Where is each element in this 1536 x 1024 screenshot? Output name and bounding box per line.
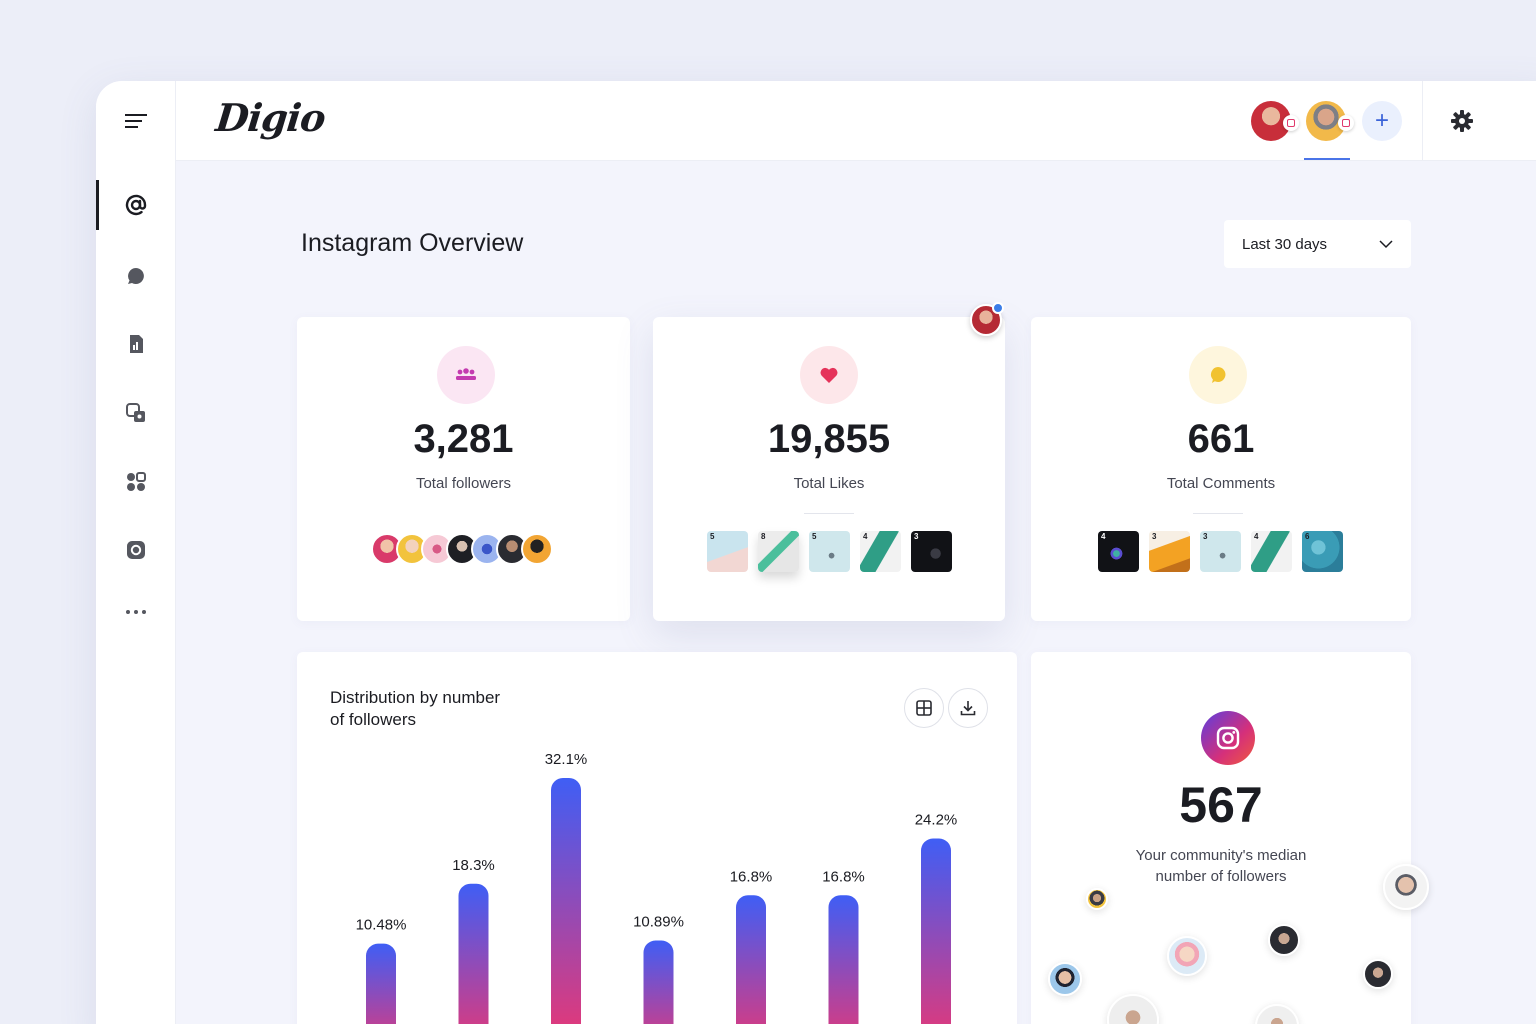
account-avatar-1[interactable] — [1251, 101, 1299, 141]
table-view-icon — [916, 700, 932, 716]
likes-value: 19,855 — [767, 417, 891, 461]
comments-value: 661 — [1187, 417, 1255, 461]
likes-card[interactable]: 19,855 Total Likes 5 8 5 4 3 — [653, 317, 1005, 621]
follower-avatar[interactable] — [1255, 1004, 1299, 1024]
commented-posts: 4 3 3 4 6 — [1098, 531, 1343, 572]
avatar[interactable] — [521, 533, 553, 565]
chart-bar[interactable] — [551, 778, 581, 1024]
post-thumbnail[interactable]: 5 — [809, 531, 850, 572]
bar-value-label: 24.2% — [915, 812, 958, 829]
post-thumbnail[interactable]: 6 — [1302, 531, 1343, 572]
active-account-indicator — [1304, 158, 1350, 160]
post-thumbnail[interactable]: 4 — [860, 531, 901, 572]
bar-value-label: 10.48% — [356, 917, 407, 934]
chart-bar[interactable] — [458, 883, 489, 1024]
follower-avatar[interactable] — [1167, 936, 1207, 976]
add-account-button[interactable]: + — [1362, 101, 1402, 141]
followers-label: Total followers — [415, 475, 512, 492]
date-range-select[interactable]: Last 30 days — [1224, 220, 1411, 268]
chart-title-line-1: Distribution by number — [330, 688, 501, 707]
instagram-badge-icon — [1338, 115, 1354, 131]
post-thumbnail[interactable]: 5 — [707, 531, 748, 572]
apps-grid-icon — [127, 472, 146, 491]
top-bar: Digio + — [176, 81, 1536, 161]
follower-avatar[interactable] — [1048, 962, 1082, 996]
sidebar-item-reports[interactable] — [96, 319, 176, 369]
distribution-card: Distribution by number of followers — [297, 652, 1017, 1024]
divider — [804, 513, 854, 514]
followers-card[interactable]: 3,281 Total followers — [297, 317, 630, 621]
bar-value-label: 18.3% — [452, 857, 495, 874]
people-icon — [437, 346, 495, 404]
post-thumbnail[interactable]: 3 — [911, 531, 952, 572]
post-thumbnail[interactable]: 3 — [1200, 531, 1241, 572]
notification-badge — [992, 302, 1004, 314]
comment-icon — [1189, 346, 1247, 404]
median-value: 567 — [1179, 777, 1263, 833]
chart-title-line-2: of followers — [330, 710, 416, 729]
settings-button[interactable] — [1446, 105, 1478, 137]
median-followers-card: 567 Your community's median number of fo… — [1031, 652, 1429, 1024]
menu-toggle-button[interactable] — [96, 96, 176, 146]
chart-title: Distribution by number of followers — [330, 687, 500, 731]
gear-icon — [1451, 110, 1473, 132]
more-dots-icon — [126, 610, 146, 614]
bar-value-label: 16.8% — [730, 868, 773, 885]
post-thumbnail[interactable]: 4 — [1251, 531, 1292, 572]
post-thumbnail[interactable]: 3 — [1149, 531, 1190, 572]
report-document-icon — [130, 335, 143, 353]
instagram-icon — [1201, 711, 1255, 765]
divider — [1193, 513, 1243, 514]
sidebar-item-messages[interactable] — [96, 251, 176, 301]
likes-label: Total Likes — [793, 475, 865, 492]
bar-value-label: 10.89% — [633, 914, 684, 931]
sidebar-item-apps[interactable] — [96, 457, 176, 507]
table-view-button[interactable] — [904, 688, 944, 728]
date-range-value: Last 30 days — [1242, 235, 1328, 253]
chart-bar[interactable] — [736, 895, 766, 1024]
app-logo[interactable]: Digio — [213, 95, 328, 140]
follower-avatar[interactable] — [1086, 888, 1108, 910]
follower-avatar[interactable] — [1107, 994, 1159, 1024]
follower-avatar[interactable] — [1268, 924, 1300, 956]
divider — [1422, 81, 1423, 161]
post-thumbnail[interactable]: 4 — [1098, 531, 1139, 572]
distribution-bar-chart: 10.48% 18.3% 32.1% 10.89% 16.8% 16.8% 24.2% — [356, 751, 958, 1024]
chat-bubble-icon — [128, 268, 144, 284]
menu-icon — [125, 114, 147, 128]
sidebar — [96, 81, 176, 1024]
sidebar-item-more[interactable] — [96, 587, 176, 637]
instagram-badge-icon — [1283, 115, 1299, 131]
at-sign-icon — [125, 194, 147, 216]
sidebar-item-instagram[interactable] — [96, 525, 176, 575]
heart-icon — [800, 346, 858, 404]
chart-bar[interactable] — [921, 838, 951, 1024]
bar-value-label: 16.8% — [822, 868, 865, 885]
median-label: Your community's median number of follow… — [1135, 847, 1307, 885]
bar-value-label: 32.1% — [545, 751, 588, 768]
user-avatar[interactable] — [970, 302, 1004, 336]
sidebar-item-media[interactable] — [96, 388, 176, 438]
media-gallery-icon — [126, 403, 145, 422]
post-thumbnail[interactable]: 8 — [758, 531, 799, 572]
app-window: Digio + — [96, 81, 1536, 1024]
follower-avatars — [371, 533, 553, 565]
chevron-down-icon — [1379, 239, 1393, 248]
chart-bar[interactable] — [366, 943, 396, 1024]
follower-avatar[interactable] — [1363, 959, 1393, 989]
sidebar-item-mentions[interactable] — [96, 180, 176, 230]
instagram-icon — [127, 541, 145, 559]
account-avatar-2[interactable] — [1306, 101, 1354, 141]
chart-bar[interactable] — [828, 895, 859, 1024]
page-title: Instagram Overview — [301, 229, 524, 257]
chart-bar[interactable] — [643, 940, 674, 1024]
follower-avatar[interactable] — [1383, 864, 1429, 910]
download-button[interactable] — [948, 688, 988, 728]
comments-card[interactable]: 661 Total Comments 4 3 3 4 6 — [1031, 317, 1411, 621]
liked-posts: 5 8 5 4 3 — [707, 531, 952, 572]
followers-value: 3,281 — [413, 417, 514, 461]
download-icon — [960, 701, 976, 716]
comments-label: Total Comments — [1166, 475, 1276, 492]
